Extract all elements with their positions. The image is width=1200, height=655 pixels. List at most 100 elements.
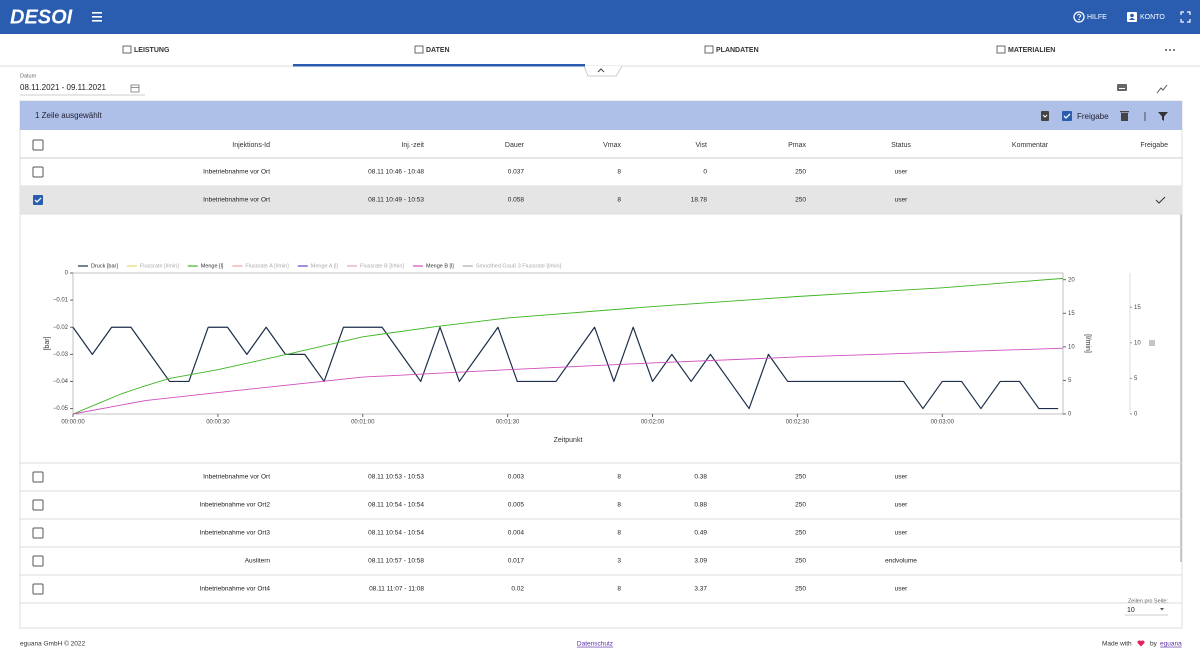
tab-label[interactable]: LEISTUNG [134, 47, 170, 54]
approve-checkbox[interactable] [1062, 111, 1072, 121]
top-bar [0, 0, 1200, 34]
table-cell: Inbetriebnahme vor Ort [203, 474, 270, 481]
footer-made-with: Made with [1102, 641, 1132, 648]
legend-label[interactable]: Flussrate A [l/min] [245, 263, 289, 269]
export-icon[interactable] [1041, 111, 1049, 121]
x-tick-label: 00:02:30 [786, 420, 810, 426]
table-cell: 0.88 [694, 502, 707, 509]
tab-icon [414, 45, 424, 54]
delete-icon[interactable] [1120, 111, 1129, 121]
table-cell: 3.09 [694, 558, 707, 565]
legend-label[interactable]: Menge [l] [201, 263, 224, 269]
fullscreen-icon[interactable] [1180, 11, 1191, 23]
tab-label[interactable]: DATEN [426, 47, 450, 54]
row-checkbox[interactable] [32, 166, 44, 178]
table-cell: 08.11 10:54 - 10:54 [368, 530, 424, 537]
y2-tick-label: 10 [1068, 344, 1075, 350]
row-checkbox[interactable] [33, 195, 43, 205]
legend-label[interactable]: Smoothed Gauß 3 Flussrate [l/min] [476, 263, 562, 269]
table-cell: 0.058 [508, 197, 525, 204]
table-cell: user [895, 502, 908, 509]
table-cell: 250 [795, 558, 806, 565]
row-checkbox[interactable] [32, 555, 44, 567]
table-cell: 0.49 [694, 530, 707, 537]
column-header[interactable]: Status [891, 142, 911, 149]
column-header[interactable]: Freigabe [1140, 142, 1168, 149]
footer-by: by [1150, 641, 1158, 648]
table-cell: 3.37 [694, 586, 707, 593]
privacy-link[interactable]: Datenschutz [577, 641, 613, 648]
legend-label[interactable]: Menge B [l] [426, 263, 454, 269]
table-cell: 8 [617, 197, 621, 204]
more-button[interactable] [1165, 49, 1175, 51]
account-link[interactable]: KONTO [1140, 14, 1165, 21]
table-cell: 0.004 [508, 530, 525, 537]
legend-label[interactable]: Flussrate B [l/min] [360, 263, 404, 269]
row-checkbox[interactable] [32, 471, 44, 483]
help-icon[interactable] [1073, 11, 1085, 23]
checkbox-mark [34, 197, 42, 203]
table-cell: Inbetriebnahme vor Ort3 [200, 530, 271, 537]
chart: 0 −0.01 −0.02 −0.03 −0.04 −0.05 0 5 10 15 20 0 5 10 15… [44, 263, 1155, 444]
tab-label[interactable]: MATERIALIEN [1008, 47, 1055, 54]
filter-icon[interactable] [1158, 112, 1168, 121]
table-cell: 08.11 10:54 - 10:54 [368, 502, 424, 509]
rows-per-page-value[interactable]: 10 [1127, 607, 1135, 614]
calendar-icon[interactable] [130, 84, 140, 93]
keyboard-icon[interactable] [1117, 84, 1127, 91]
menu-button[interactable] [92, 12, 102, 22]
footer-link[interactable]: eguana [1160, 641, 1182, 648]
tab-label[interactable]: PLANDATEN [716, 47, 759, 54]
selection-bar [20, 101, 1182, 130]
table-cell: 0.02 [511, 586, 524, 593]
table-cell: Inbetriebnahme vor Ort2 [200, 502, 271, 509]
legend-label[interactable]: Menge A [l] [311, 263, 339, 269]
table-cell: 250 [795, 530, 806, 537]
table-cell: user [895, 530, 908, 537]
logo[interactable]: DESOI [10, 6, 73, 28]
date-value[interactable]: 08.11.2021 - 09.11.2021 [20, 83, 107, 92]
row-checkbox[interactable] [32, 139, 44, 151]
table-cell: 8 [617, 169, 621, 176]
column-header[interactable]: Inj.-zeit [401, 142, 424, 149]
selected-row-bg [20, 186, 1182, 214]
chart-view-icon[interactable] [1156, 84, 1168, 94]
y-tick-label: −0.02 [53, 325, 69, 331]
table-card [19, 100, 1183, 629]
selection-count: 1 Zeile ausgewählt [35, 111, 102, 120]
table-cell: 250 [795, 474, 806, 481]
tab-icon [996, 45, 1006, 54]
row-checkbox[interactable] [32, 583, 44, 595]
column-header[interactable]: Vmax [603, 142, 621, 149]
table-cell: 8 [617, 502, 621, 509]
table-cell: Auslitern [245, 558, 271, 565]
x-tick-label: 00:00:30 [206, 420, 230, 426]
table-cell: 0.037 [508, 169, 525, 176]
table-cell: user [895, 474, 908, 481]
column-header[interactable]: Injektions-Id [232, 142, 270, 149]
table-cell: 08.11 10:57 - 10:58 [368, 558, 424, 565]
table-cell: 0.017 [508, 558, 525, 565]
row-checkbox[interactable] [32, 499, 44, 511]
table-cell: user [895, 586, 908, 593]
legend-label[interactable]: Druck [bar] [91, 263, 118, 269]
column-header[interactable]: Vist [695, 142, 707, 149]
help-link[interactable]: HILFE [1087, 14, 1107, 21]
row-checkbox[interactable] [32, 527, 44, 539]
column-header[interactable]: Dauer [505, 142, 525, 149]
account-icon[interactable] [1127, 12, 1137, 22]
table-cell: 0 [703, 169, 707, 176]
column-header[interactable]: Pmax [788, 142, 806, 149]
table-cell: 250 [795, 586, 806, 593]
y3-menu-icon[interactable] [1149, 340, 1155, 346]
table-cell: 08.11 10:53 - 10:53 [368, 474, 424, 481]
x-axis-label: Zeitpunkt [554, 437, 583, 444]
table-cell: 8 [617, 586, 621, 593]
x-tick-label: 00:03:00 [931, 420, 955, 426]
table-cell: 0.38 [694, 474, 707, 481]
legend-label[interactable]: Flussrate [l/min] [140, 263, 179, 269]
table-cell: endvolume [885, 558, 917, 565]
column-header[interactable]: Kommentar [1012, 142, 1049, 149]
series-line [72, 277, 1064, 415]
